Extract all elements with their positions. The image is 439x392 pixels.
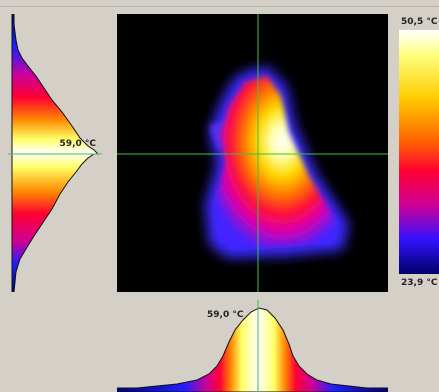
vertical-profile-fill xyxy=(11,14,100,292)
horizontal-profile-graph xyxy=(117,300,388,392)
scale-max-temperature: 50,5 °C xyxy=(401,17,438,27)
vertical-profile-graph xyxy=(8,14,102,292)
horizontal-temperature-profile: 59,0 °C xyxy=(117,300,388,392)
vertical-temperature-profile: 59,0 °C xyxy=(8,14,102,292)
thermal-heatmap xyxy=(117,14,388,292)
color-scale-gradient xyxy=(399,30,439,274)
horizontal-profile-fill xyxy=(117,307,388,392)
window-top-strip xyxy=(0,0,439,7)
scale-min-temperature: 23,9 °C xyxy=(401,278,438,288)
vertical-profile-temperature: 59,0 °C xyxy=(59,139,96,149)
thermal-hot-region xyxy=(215,76,337,248)
temperature-color-scale: 50,5 °C 23,9 °C xyxy=(399,14,439,292)
horizontal-profile-temperature: 59,0 °C xyxy=(207,310,244,320)
thermal-image-view[interactable] xyxy=(117,14,388,292)
